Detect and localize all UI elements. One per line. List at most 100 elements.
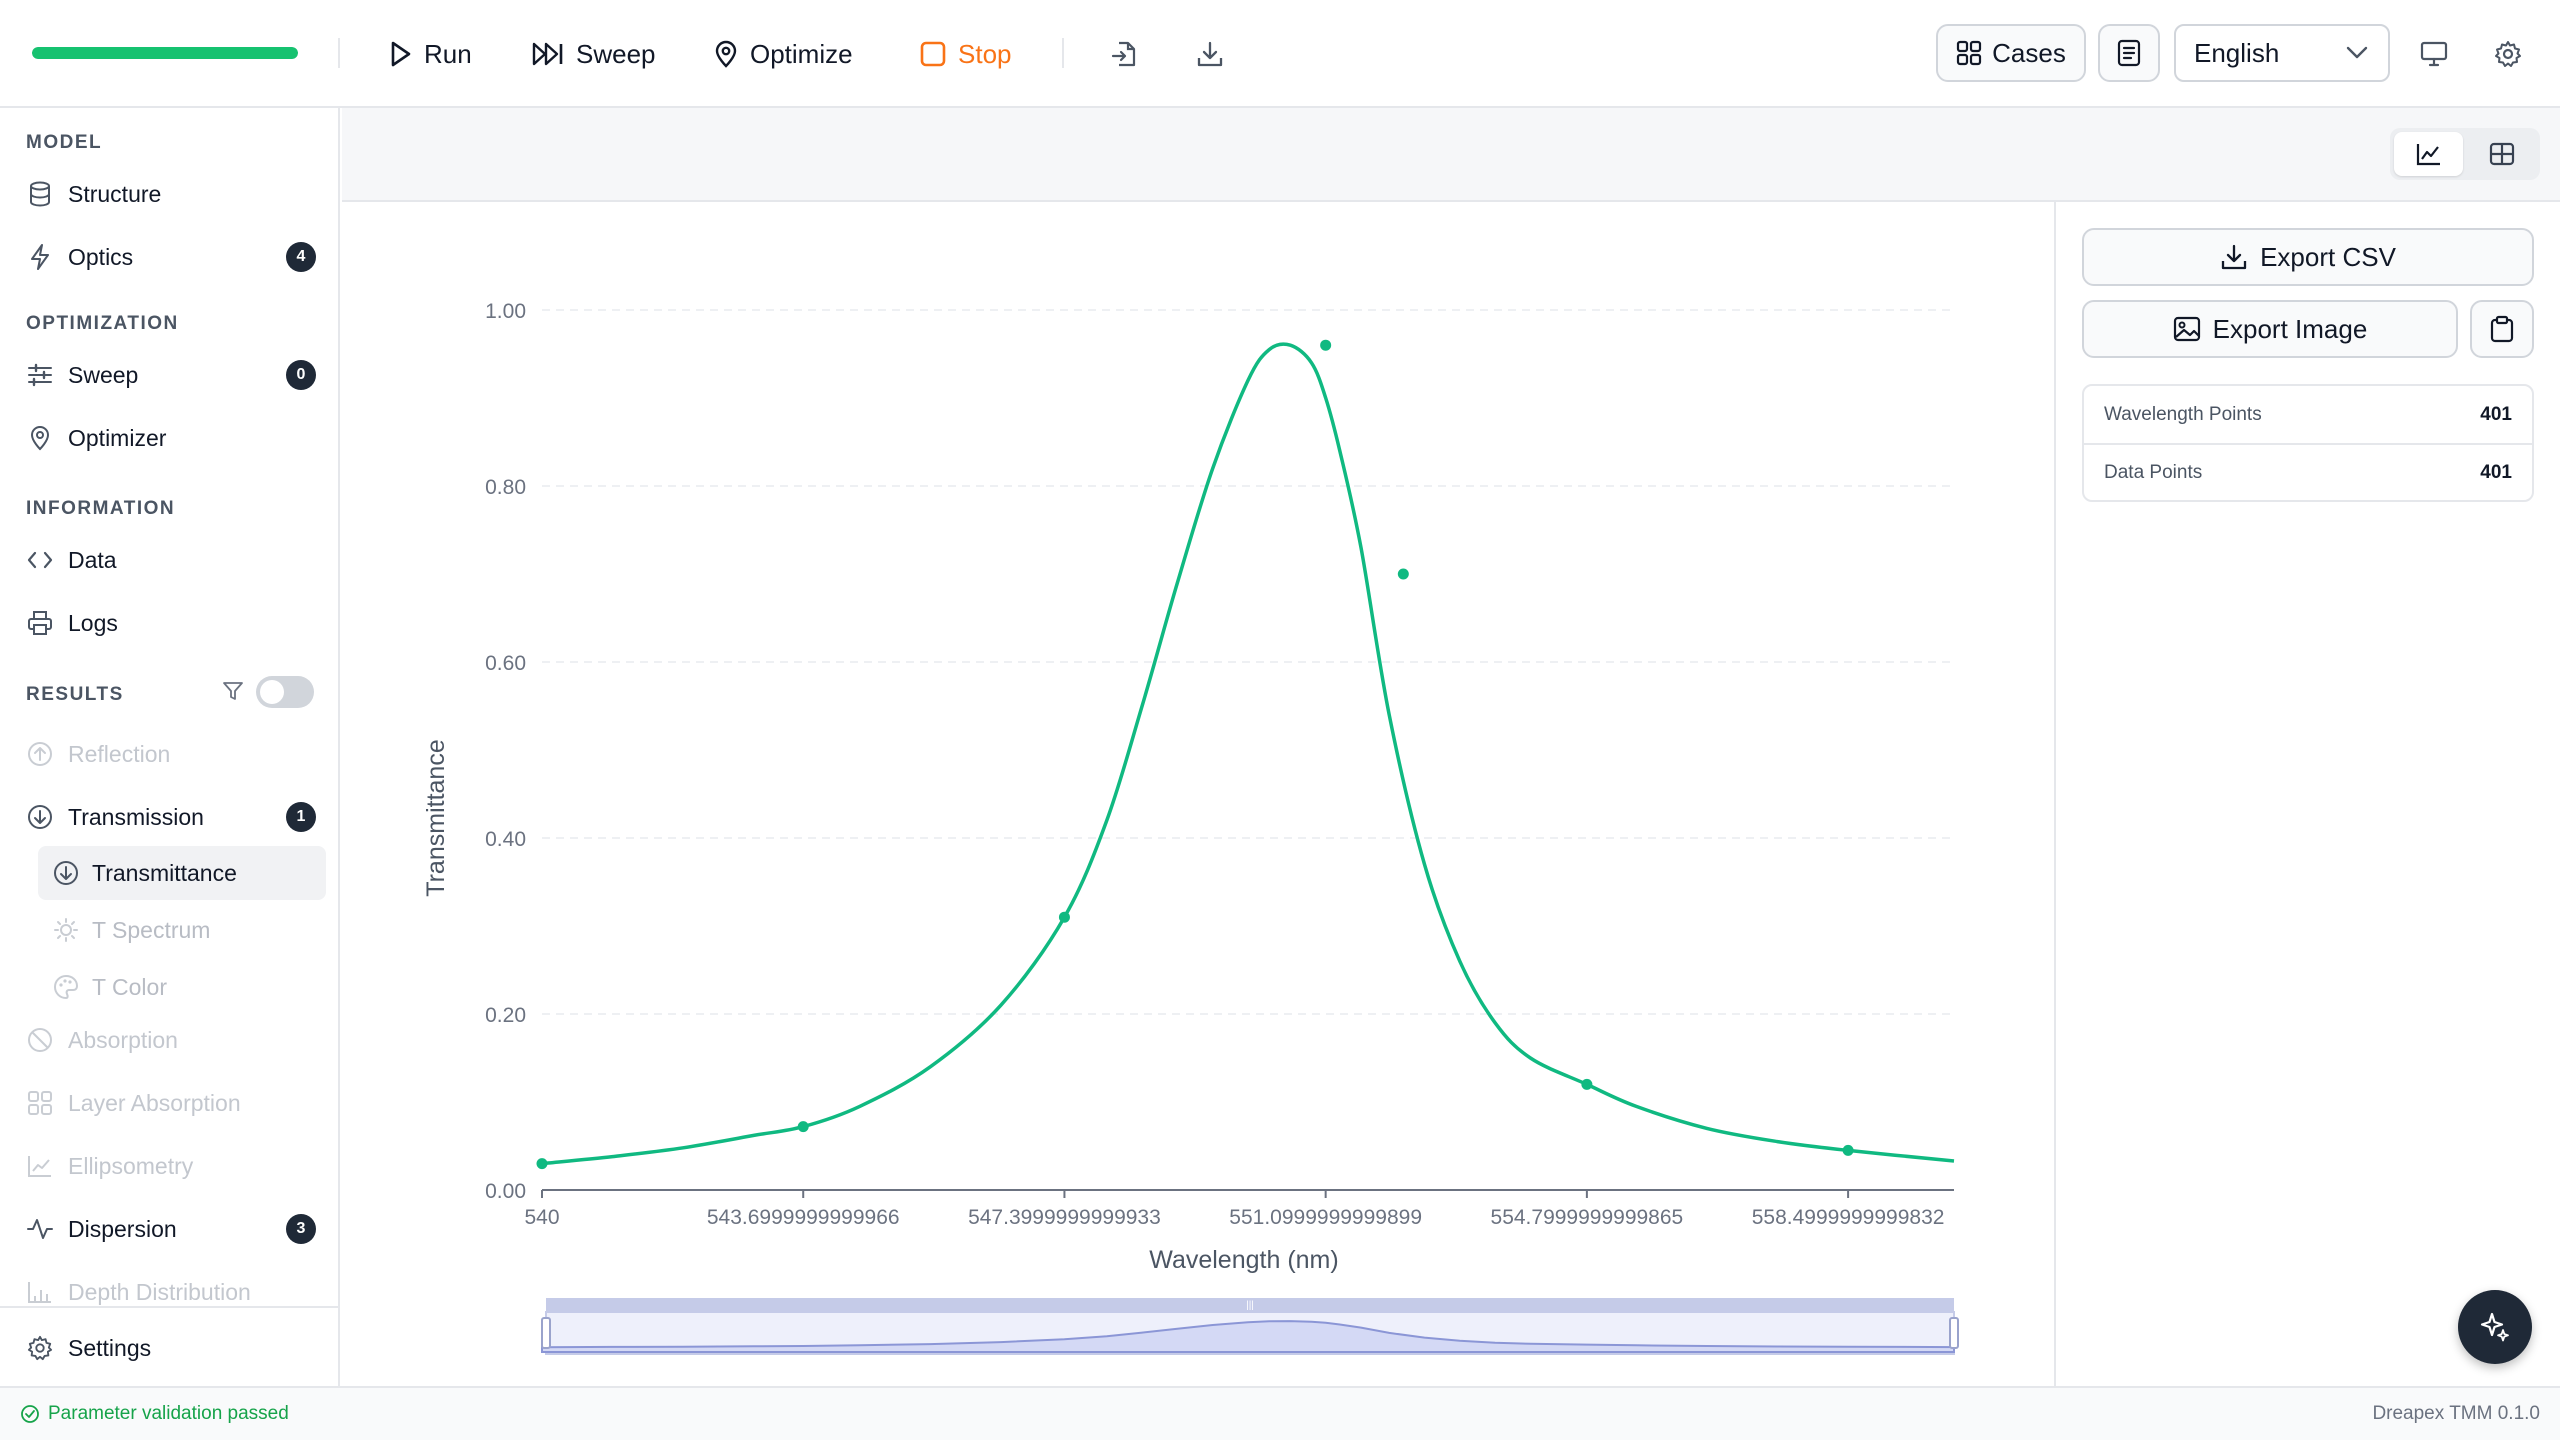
chart-view-button[interactable]	[2394, 132, 2463, 176]
copy-button[interactable]	[2470, 300, 2534, 358]
export-image-button[interactable]: Export Image	[2082, 300, 2458, 358]
export-panel: Export CSV Export Image Wavelength Point…	[2054, 202, 2560, 1386]
gear-icon	[26, 1334, 54, 1362]
line-chart-icon	[2415, 141, 2443, 167]
sidebar-item-depth-distribution[interactable]: Depth Distribution	[26, 1266, 316, 1318]
y-tick-label: 1.00	[485, 300, 526, 323]
cases-label: Cases	[1992, 37, 2066, 68]
info-value: 401	[2480, 403, 2512, 425]
progress-fill	[32, 47, 298, 59]
filter-icon[interactable]	[222, 680, 244, 702]
sidebar-item-structure[interactable]: Structure	[26, 168, 316, 220]
run-button[interactable]: Run	[390, 30, 472, 78]
sidebar-item-label: Settings	[68, 1334, 152, 1361]
x-tick-label: 540	[524, 1206, 559, 1229]
stop-square-icon	[920, 41, 946, 67]
settings-button[interactable]	[2484, 30, 2532, 78]
sidebar-item-label: Depth Distribution	[68, 1278, 251, 1305]
stop-button[interactable]: Stop	[920, 30, 1012, 78]
data-point[interactable]	[1397, 568, 1409, 580]
sidebar-item-label: Transmission	[68, 803, 204, 830]
y-axis-label: Transmittance	[422, 739, 450, 896]
sidebar-item-dispersion[interactable]: Dispersion 3	[26, 1203, 316, 1255]
app-version: Dreapex TMM 0.1.0	[2372, 1403, 2540, 1424]
notes-button[interactable]	[2098, 24, 2160, 82]
x-axis-label: Wavelength (nm)	[1149, 1246, 1338, 1274]
document-icon	[2117, 39, 2141, 67]
data-point[interactable]	[797, 1121, 809, 1133]
optimize-button[interactable]: Optimize	[714, 30, 853, 78]
sidebar-item-label: Optimizer	[68, 424, 167, 451]
sidebar-item-reflection[interactable]: Reflection	[26, 728, 316, 780]
cases-button[interactable]: Cases	[1936, 24, 2086, 82]
activity-icon	[26, 1215, 54, 1243]
info-row-wavelength-points: Wavelength Points 401	[2084, 386, 2532, 443]
progress-bar	[32, 47, 298, 59]
sidebar-item-transmission[interactable]: Transmission 1	[26, 791, 316, 843]
sliders-icon	[26, 361, 54, 389]
section-title-information: INFORMATION	[26, 498, 176, 519]
sidebar-item-label: Reflection	[68, 740, 171, 767]
sidebar-subitem-t-color[interactable]: T Color	[38, 960, 326, 1014]
sidebar-item-label: Logs	[68, 609, 118, 636]
toolbar-divider	[1062, 38, 1064, 68]
table-view-button[interactable]	[2467, 132, 2536, 176]
data-point[interactable]	[1320, 339, 1332, 351]
sweep-button[interactable]: Sweep	[532, 30, 656, 78]
sidebar-item-ellipsometry[interactable]: Ellipsometry	[26, 1140, 316, 1192]
grid-icon	[1956, 40, 1982, 66]
sidebar-item-layer-absorption[interactable]: Layer Absorption	[26, 1077, 316, 1129]
ai-assistant-button[interactable]	[2458, 1290, 2532, 1364]
sidebar-item-optics[interactable]: Optics 4	[26, 231, 316, 283]
zoom-handle-left[interactable]	[541, 1317, 551, 1349]
data-point[interactable]	[1581, 1078, 1593, 1090]
sweep-label: Sweep	[576, 38, 656, 69]
y-tick-label: 0.20	[485, 1004, 526, 1027]
import-button[interactable]	[1100, 30, 1148, 78]
sidebar-item-label: Data	[68, 546, 117, 573]
data-info-card: Wavelength Points 401 Data Points 401	[2082, 384, 2534, 502]
database-icon	[26, 180, 54, 208]
export-csv-button[interactable]: Export CSV	[2082, 228, 2534, 286]
ban-icon	[26, 1026, 54, 1054]
results-filter-toggle[interactable]	[256, 676, 314, 708]
display-button[interactable]	[2410, 30, 2458, 78]
data-point[interactable]	[1842, 1144, 1854, 1156]
zoom-slider[interactable]: |||	[541, 1298, 1959, 1355]
monitor-icon	[2420, 41, 2448, 67]
y-tick-label: 0.00	[485, 1180, 526, 1203]
y-tick-label: 0.40	[485, 828, 526, 851]
sidebar-item-label: Optics	[68, 243, 134, 270]
sidebar-item-logs[interactable]: Logs	[26, 597, 316, 649]
data-point[interactable]	[1058, 911, 1070, 923]
language-select[interactable]: English	[2174, 24, 2390, 82]
sidebar-item-absorption[interactable]: Absorption	[26, 1014, 316, 1066]
results-header	[342, 108, 2560, 202]
transmittance-chart[interactable]: 0.00 0.20 0.40 0.60 0.80 1.00 540 543.699999999…	[342, 202, 2054, 1386]
sidebar-item-label: Dispersion	[68, 1215, 177, 1242]
sidebar-item-label: Structure	[68, 180, 162, 207]
map-pin-icon	[26, 424, 54, 452]
sidebar-item-label: Absorption	[68, 1026, 178, 1053]
sidebar-subitem-t-spectrum[interactable]: T Spectrum	[38, 903, 326, 957]
x-tick-label: 558.4999999999832	[1752, 1206, 1945, 1229]
data-point[interactable]	[536, 1158, 548, 1170]
sidebar-item-settings[interactable]: Settings	[26, 1322, 316, 1374]
sidebar-item-sweep[interactable]: Sweep 0	[26, 349, 316, 401]
zoom-slider-track[interactable]	[546, 1298, 1954, 1312]
zoom-handle-right[interactable]	[1949, 1317, 1959, 1349]
sidebar-item-data[interactable]: Data	[26, 534, 316, 586]
series-line[interactable]	[541, 342, 1955, 1166]
line-chart-icon	[26, 1152, 54, 1180]
download-button[interactable]	[1186, 30, 1234, 78]
sidebar-item-optimizer[interactable]: Optimizer	[26, 412, 316, 464]
x-tick-label: 547.3999999999933	[968, 1206, 1161, 1229]
count-badge: 4	[286, 242, 316, 272]
map-pin-icon	[714, 40, 738, 68]
info-value: 401	[2480, 461, 2512, 483]
sidebar-item-label: Transmittance	[92, 859, 237, 886]
table-icon	[2488, 141, 2516, 167]
info-label: Data Points	[2104, 461, 2203, 483]
sidebar-subitem-transmittance[interactable]: Transmittance	[38, 846, 326, 900]
check-circle-icon	[20, 1404, 40, 1424]
